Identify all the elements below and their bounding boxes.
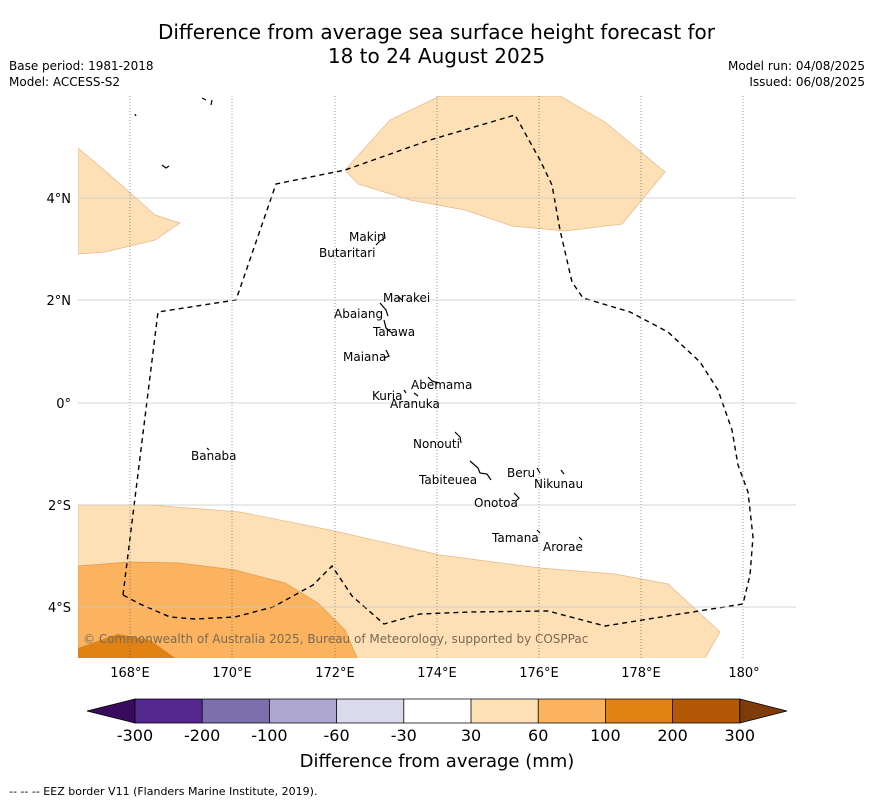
lon-label-168e: 168°E <box>110 666 150 681</box>
longitude-labels: 168°E 170°E 172°E 174°E 176°E 178°E 180° <box>110 666 759 681</box>
colorbar-segment-7 <box>538 699 606 723</box>
map-title: Difference from average sea surface heig… <box>0 20 873 68</box>
anomaly-region-60-100 <box>78 561 358 658</box>
lon-label-174e: 174°E <box>417 666 457 681</box>
colorbar-segment-1 <box>135 699 203 723</box>
colorbar-tick-8: 100 <box>590 726 621 745</box>
lat-label-2n: 2°N <box>47 294 72 309</box>
colorbar-tick-6: 30 <box>461 726 481 745</box>
colorbar-tick-5: -30 <box>391 726 417 745</box>
colorbar-low-arrow <box>86 698 136 724</box>
copyright-notice: © Commonwealth of Australia 2025, Bureau… <box>83 632 588 646</box>
colorbar-tick-9: 200 <box>657 726 688 745</box>
map-area: © Commonwealth of Australia 2025, Bureau… <box>78 96 796 658</box>
island-label-nonouti: Nonouti <box>413 437 460 451</box>
latitude-labels: 4°N 2°N 0° 2°S 4°S <box>47 192 72 616</box>
lat-label-0: 0° <box>56 397 71 412</box>
base-period: Base period: 1981-2018 <box>9 59 154 73</box>
colorbar-tick-2: -200 <box>184 726 220 745</box>
colorbar-tick-4: -60 <box>324 726 350 745</box>
island-label-banaba: Banaba <box>191 449 237 463</box>
issued-date: Issued: 06/08/2025 <box>749 75 865 89</box>
colorbar-tick-1: -300 <box>117 726 153 745</box>
island-label-marakei: Marakei <box>383 291 430 305</box>
colorbar-label: Difference from average (mm) <box>300 751 575 772</box>
anomaly-region-30-60-west <box>78 147 181 255</box>
colorbar-tick-3: -100 <box>251 726 287 745</box>
lon-label-180: 180° <box>728 666 759 681</box>
island-label-aranuka: Aranuka <box>390 397 440 411</box>
model-run: Model run: 04/08/2025 <box>727 59 865 73</box>
model-info: Base period: 1981-2018 Model: ACCESS-S2 <box>9 58 154 90</box>
meridian-grid <box>129 96 744 658</box>
colorbar-segment-6 <box>471 699 539 723</box>
run-info: Model run: 04/08/2025 Issued: 06/08/2025 <box>728 58 865 90</box>
lat-label-4n: 4°N <box>47 192 72 207</box>
lon-label-170e: 170°E <box>212 666 252 681</box>
island-label-maiana: Maiana <box>343 350 386 364</box>
lat-label-4s: 4°S <box>48 601 71 616</box>
lat-label-2s: 2°S <box>48 499 71 514</box>
colorbar-segment-9 <box>672 699 740 723</box>
eez-border <box>122 114 754 627</box>
island-label-kuria: Kuria <box>372 389 403 403</box>
colorbar: -300 -200 -100 -60 -30 30 60 100 200 300… <box>86 698 788 772</box>
title-line-1: Difference from average sea surface heig… <box>157 20 716 44</box>
island-label-beru: Beru <box>507 466 535 480</box>
anomaly-region-30-60-north <box>344 96 666 232</box>
parallel-grid <box>78 197 796 608</box>
island-label-nikunau: Nikunau <box>534 477 583 491</box>
eez-border-legend: -- -- -- EEZ border V11 (Flanders Marine… <box>9 785 318 798</box>
colorbar-segment-2 <box>202 699 270 723</box>
lon-label-172e: 172°E <box>315 666 355 681</box>
lon-label-178e: 178°E <box>621 666 661 681</box>
island-label-makin: Makin <box>349 230 385 244</box>
island-label-onotoa: Onotoa <box>474 496 518 510</box>
anomaly-region-100-200 <box>78 634 176 658</box>
model-name: Model: ACCESS-S2 <box>9 75 121 89</box>
colorbar-tick-7: 60 <box>528 726 548 745</box>
colorbar-segment-5 <box>403 699 471 723</box>
island-label-abemama: Abemama <box>411 378 472 392</box>
island-label-abaiang: Abaiang <box>334 307 383 321</box>
island-outlines <box>134 97 583 541</box>
island-label-arorae: Arorae <box>543 540 583 554</box>
colorbar-tick-10: 300 <box>725 726 756 745</box>
colorbar-high-arrow <box>739 698 788 724</box>
colorbar-segment-3 <box>269 699 337 723</box>
island-labels: Makin Butaritari Marakei Abaiang Tarawa … <box>191 230 583 554</box>
island-label-tabiteuea: Tabiteuea <box>418 473 477 487</box>
lon-label-176e: 176°E <box>519 666 559 681</box>
colorbar-segment-8 <box>605 699 673 723</box>
title-line-2: 18 to 24 August 2025 <box>327 44 546 68</box>
island-label-tarawa: Tarawa <box>372 325 415 339</box>
colorbar-segment-4 <box>336 699 404 723</box>
island-label-butaritari: Butaritari <box>319 246 376 260</box>
island-label-tamana: Tamana <box>491 531 539 545</box>
